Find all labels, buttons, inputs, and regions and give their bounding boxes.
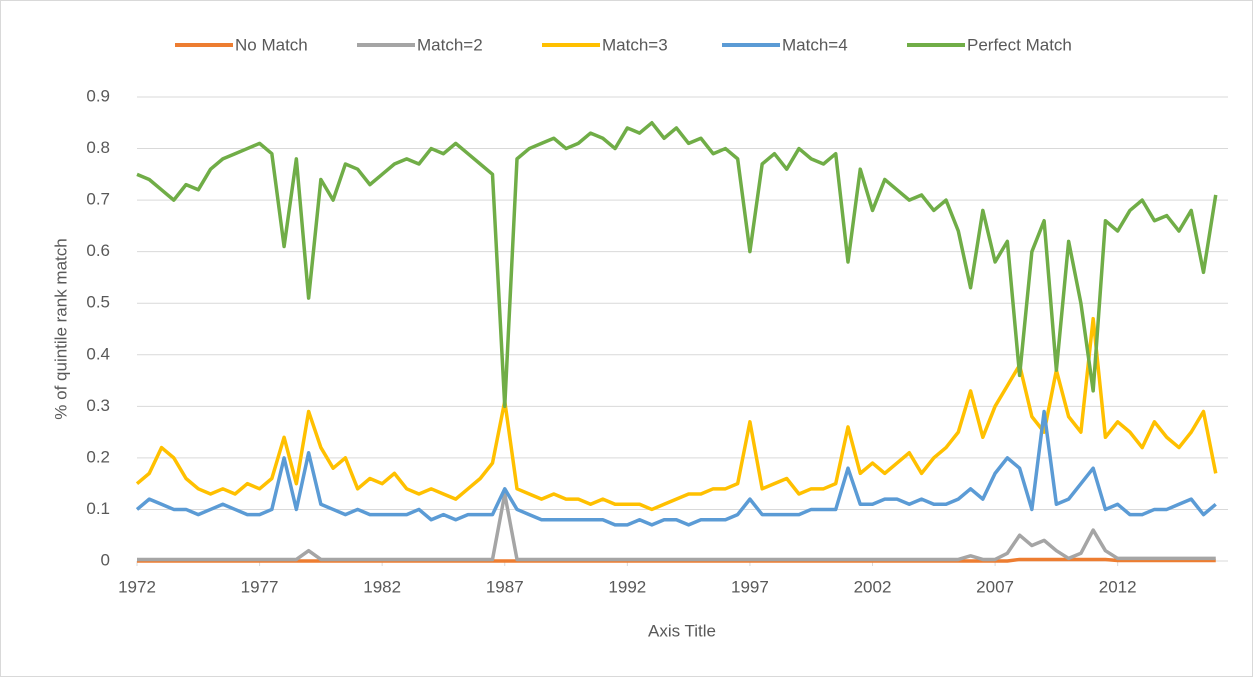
y-tick-label: 0.3 (86, 396, 110, 415)
y-tick-label: 0.7 (86, 190, 110, 209)
y-axis-title: % of quintile rank match (51, 238, 70, 419)
legend-label: Match=2 (417, 35, 483, 54)
y-tick-label: 0.4 (86, 344, 110, 363)
legend-label: Match=4 (782, 35, 848, 54)
x-tick-label: 1987 (486, 577, 524, 596)
x-tick-label: 1982 (363, 577, 401, 596)
series-line (136, 121, 1218, 409)
x-axis-title: Axis Title (648, 621, 716, 640)
y-tick-label: 0.8 (86, 138, 110, 157)
x-tick-label: 1997 (731, 577, 769, 596)
legend-label: No Match (235, 35, 308, 54)
x-tick-label: 1972 (118, 577, 156, 596)
x-tick-label: 1992 (608, 577, 646, 596)
legend-label: Perfect Match (967, 35, 1072, 54)
legend-label: Match=3 (602, 35, 668, 54)
y-tick-label: 0.5 (86, 293, 110, 312)
series-line (137, 492, 1216, 562)
x-tick-label: 2002 (854, 577, 892, 596)
y-tick-label: 0 (101, 550, 110, 569)
y-tick-label: 0.1 (86, 499, 110, 518)
y-tick-label: 0.9 (86, 86, 110, 105)
series-line (135, 409, 1217, 527)
y-tick-label: 0.6 (86, 241, 110, 260)
x-tick-label: 2007 (976, 577, 1014, 596)
y-tick-label: 0.2 (86, 447, 110, 466)
x-tick-label: 1977 (241, 577, 279, 596)
x-tick-label: 2012 (1099, 577, 1137, 596)
series-line (135, 316, 1218, 512)
